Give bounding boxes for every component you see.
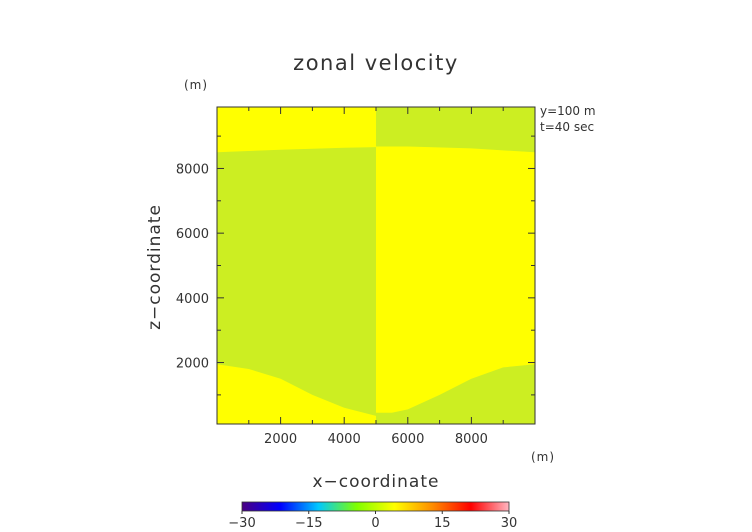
y-axis: 2000 4000 6000 8000 bbox=[176, 135, 535, 396]
x-tick-label: 8000 bbox=[455, 432, 488, 447]
colorbar-tick-label: 15 bbox=[434, 516, 451, 531]
velocity-field bbox=[217, 107, 535, 424]
colorbar: −30 −15 0 15 30 bbox=[228, 501, 518, 531]
x-axis-label: x−coordinate bbox=[313, 472, 440, 492]
region-top-right bbox=[376, 107, 535, 153]
region-top-left bbox=[217, 107, 376, 153]
x-axis: 2000 4000 6000 8000 bbox=[248, 107, 504, 447]
colorbar-tick-label: −30 bbox=[228, 516, 255, 531]
region-bottom-right bbox=[376, 364, 535, 424]
colorbar-tick-label: 30 bbox=[501, 516, 518, 531]
z-axis-label: z−coordinate bbox=[145, 204, 165, 330]
z-tick-label: 2000 bbox=[176, 357, 209, 372]
x-tick-label: 2000 bbox=[264, 432, 297, 447]
region-bottom-left bbox=[217, 364, 376, 424]
colorbar-tick-label: −15 bbox=[295, 516, 322, 531]
z-tick-label: 6000 bbox=[176, 227, 209, 242]
z-tick-label: 8000 bbox=[176, 162, 209, 177]
x-unit-label: (m) bbox=[531, 450, 555, 464]
x-tick-label: 6000 bbox=[391, 432, 424, 447]
annotation-t: t=40 sec bbox=[540, 120, 594, 134]
colorbar-tick-label: 0 bbox=[371, 516, 379, 531]
z-unit-label: (m) bbox=[184, 78, 208, 92]
chart-title: zonal velocity bbox=[293, 51, 459, 75]
z-tick-label: 4000 bbox=[176, 292, 209, 307]
annotation-y: y=100 m bbox=[540, 104, 596, 118]
colorbar-ramp bbox=[241, 501, 510, 512]
x-tick-label: 4000 bbox=[328, 432, 361, 447]
